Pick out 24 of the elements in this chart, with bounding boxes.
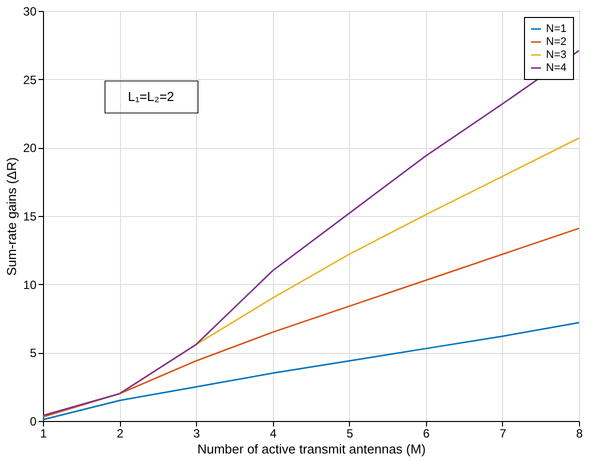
x-tick-label: 4	[270, 426, 277, 440]
x-tick-label: 7	[500, 426, 507, 440]
annotation: L₁=L₂=2	[128, 89, 174, 104]
y-tick-label: 30	[23, 4, 37, 18]
y-tick-label: 20	[23, 141, 37, 156]
line-series	[42, 228, 580, 418]
y-tick-label: 15	[23, 210, 37, 224]
x-axis-title: Number of active transmit antennas (M)	[197, 442, 426, 456]
x-tick-label: 2	[116, 426, 124, 440]
x-tick-label: 1	[40, 426, 48, 440]
y-tick-label: 25	[23, 72, 37, 87]
x-tick-label: 3	[193, 426, 200, 440]
x-tick-label: 5	[346, 426, 354, 440]
x-tick-label: 8	[576, 426, 584, 440]
y-tick-label: 0	[30, 414, 37, 428]
y-tick-label: 10	[23, 278, 37, 292]
legend-label: N=3	[546, 49, 566, 61]
y-tick-label: 5	[30, 346, 37, 360]
line-series	[42, 50, 580, 416]
legend-label: N=4	[546, 62, 566, 74]
legend-label: N=2	[546, 36, 566, 48]
legend-label: N=1	[546, 23, 566, 35]
y-axis-title: Sum-rate gains (ΔR)	[4, 157, 20, 276]
x-tick-label: 6	[423, 426, 430, 440]
